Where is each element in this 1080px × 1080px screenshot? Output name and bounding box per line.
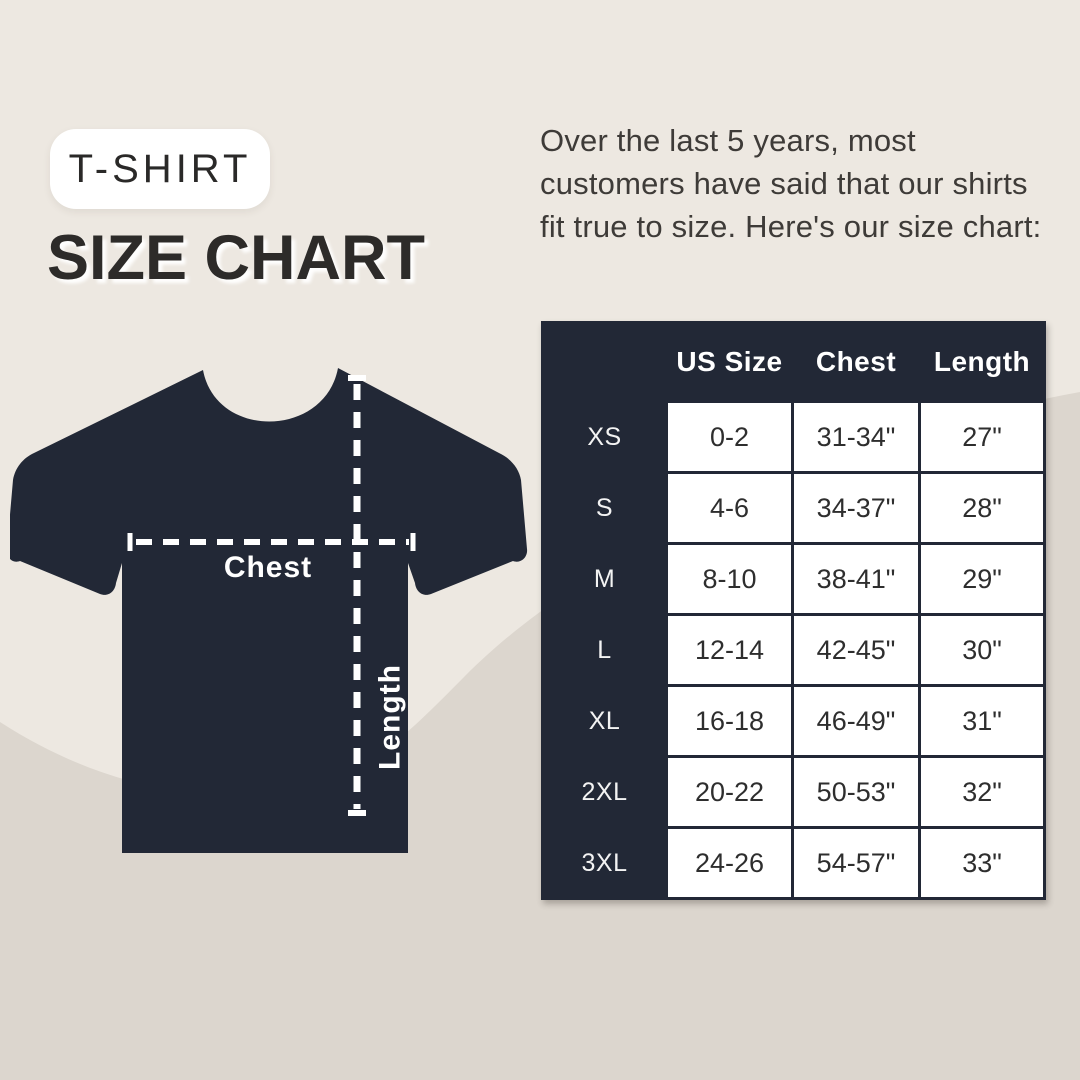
- us-size-value: 16-18: [665, 684, 794, 758]
- table-row-m: M 8-10 38-41" 29": [541, 542, 1046, 616]
- chest-measure-line: [127, 533, 416, 551]
- us-size-value: 8-10: [665, 542, 794, 616]
- chest-value: 31-34": [791, 400, 921, 474]
- length-value: 33": [918, 826, 1046, 900]
- chest-value: 38-41": [791, 542, 921, 616]
- table-row-s: S 4-6 34-37" 28": [541, 471, 1046, 545]
- table-row-xs: XS 0-2 31-34" 27": [541, 400, 1046, 474]
- size-label: M: [541, 542, 668, 616]
- tshirt-badge-label: T-SHIRT: [68, 146, 252, 191]
- length-value: 27": [918, 400, 1046, 474]
- chest-value: 34-37": [791, 471, 921, 545]
- tshirt-badge: T-SHIRT: [50, 129, 270, 209]
- header-cell-chest: Chest: [791, 321, 921, 403]
- chest-value: 46-49": [791, 684, 921, 758]
- us-size-value: 4-6: [665, 471, 794, 545]
- header-cell-blank: [541, 321, 668, 403]
- size-label: XS: [541, 400, 668, 474]
- size-label: 2XL: [541, 755, 668, 829]
- size-table-header-row: US Size Chest Length: [541, 321, 1046, 403]
- length-measure-line: [348, 375, 366, 816]
- size-label: L: [541, 613, 668, 687]
- table-row-xl: XL 16-18 46-49" 31": [541, 684, 1046, 758]
- size-label: XL: [541, 684, 668, 758]
- chest-value: 54-57": [791, 826, 921, 900]
- tshirt-diagram: Chest Length: [6, 360, 530, 860]
- us-size-value: 20-22: [665, 755, 794, 829]
- length-value: 31": [918, 684, 1046, 758]
- size-table: US Size Chest Length XS 0-2 31-34" 27" S…: [541, 321, 1046, 900]
- tshirt-silhouette: [6, 368, 528, 853]
- size-label: S: [541, 471, 668, 545]
- table-row-3xl: 3XL 24-26 54-57" 33": [541, 826, 1046, 900]
- size-label: 3XL: [541, 826, 668, 900]
- us-size-value: 0-2: [665, 400, 794, 474]
- table-row-2xl: 2XL 20-22 50-53" 32": [541, 755, 1046, 829]
- length-label: Length: [374, 664, 407, 770]
- chest-value: 50-53": [791, 755, 921, 829]
- chest-value: 42-45": [791, 613, 921, 687]
- chest-label: Chest: [224, 551, 312, 584]
- page-title: SIZE CHART: [47, 223, 425, 293]
- length-value: 28": [918, 471, 1046, 545]
- length-value: 30": [918, 613, 1046, 687]
- tshirt-illustration: Chest Length: [6, 368, 528, 853]
- us-size-value: 12-14: [665, 613, 794, 687]
- length-value: 29": [918, 542, 1046, 616]
- table-row-l: L 12-14 42-45" 30": [541, 613, 1046, 687]
- header-cell-length: Length: [918, 321, 1046, 403]
- length-value: 32": [918, 755, 1046, 829]
- intro-text: Over the last 5 years, most customers ha…: [540, 123, 1042, 244]
- us-size-value: 24-26: [665, 826, 794, 900]
- header-cell-us-size: US Size: [665, 321, 794, 403]
